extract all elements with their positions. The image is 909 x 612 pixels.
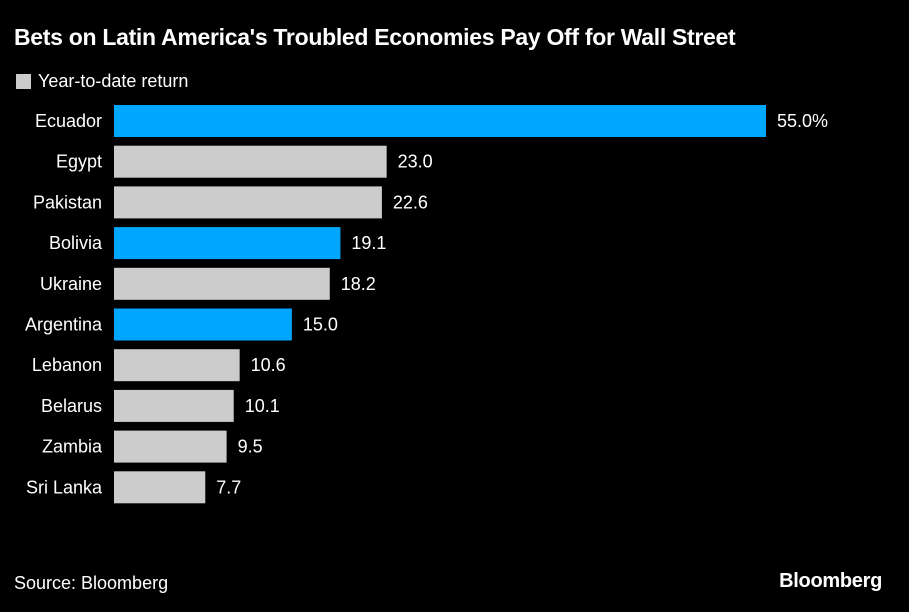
bar-bolivia bbox=[114, 227, 341, 260]
data-label: 55.0% bbox=[777, 111, 828, 131]
bar-lebanon bbox=[114, 349, 240, 382]
bar-ukraine bbox=[114, 267, 330, 300]
data-label: 10.1 bbox=[245, 396, 280, 416]
bar-ecuador bbox=[114, 105, 766, 137]
category-label: Egypt bbox=[56, 152, 102, 172]
category-label: Bolivia bbox=[49, 233, 103, 253]
data-label: 7.7 bbox=[216, 477, 241, 497]
bar-belarus bbox=[114, 389, 234, 422]
bar-argentina bbox=[114, 308, 292, 341]
legend-swatch bbox=[16, 74, 31, 89]
category-label: Sri Lanka bbox=[26, 477, 103, 497]
category-label: Belarus bbox=[41, 396, 102, 416]
category-label: Ukraine bbox=[40, 274, 102, 294]
data-label: 23.0 bbox=[398, 152, 433, 172]
data-label: 18.2 bbox=[341, 274, 376, 294]
data-label: 19.1 bbox=[351, 233, 386, 253]
bloomberg-logo: Bloomberg bbox=[779, 570, 882, 592]
data-label: 15.0 bbox=[303, 315, 338, 335]
chart-title: Bets on Latin America's Troubled Economi… bbox=[14, 24, 736, 50]
source-note: Source: Bloomberg bbox=[14, 573, 169, 593]
category-label: Lebanon bbox=[32, 355, 102, 375]
category-label: Argentina bbox=[25, 315, 103, 335]
data-label: 10.6 bbox=[251, 355, 286, 375]
data-label: 22.6 bbox=[393, 192, 428, 212]
legend: Year-to-date return bbox=[16, 71, 188, 92]
category-label: Pakistan bbox=[33, 192, 102, 212]
data-label: 9.5 bbox=[238, 437, 263, 457]
legend-label: Year-to-date return bbox=[38, 71, 189, 91]
bar-pakistan bbox=[114, 186, 382, 219]
bar-egypt bbox=[114, 145, 387, 178]
category-label: Zambia bbox=[42, 437, 103, 457]
bar-sri-lanka bbox=[114, 471, 206, 504]
bar-zambia bbox=[114, 430, 227, 463]
category-label: Ecuador bbox=[35, 111, 102, 131]
